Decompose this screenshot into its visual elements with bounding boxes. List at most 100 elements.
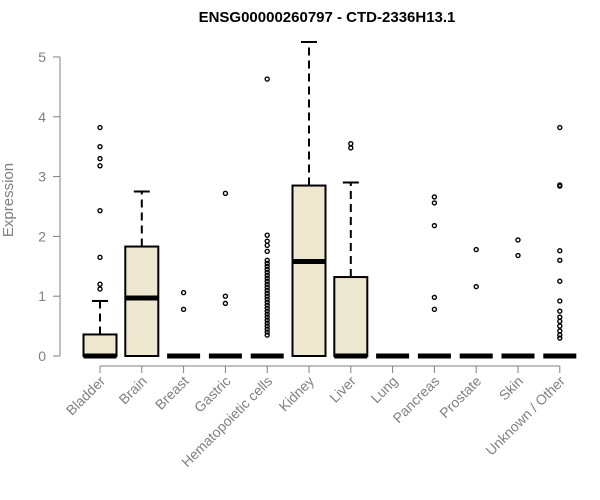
y-tick-label-0: 0 <box>38 348 46 364</box>
outlier-4-15 <box>264 287 270 293</box>
x-tick-label-1: Brain <box>115 373 149 407</box>
box-8 <box>417 194 451 359</box>
outlier-4-22 <box>264 266 270 272</box>
outlier-11-2 <box>557 328 563 334</box>
outlier-11-7 <box>557 298 563 304</box>
outlier-2-1 <box>180 289 187 296</box>
outlier-4-13 <box>264 293 270 299</box>
outlier-11-10 <box>557 248 563 254</box>
outlier-11-6 <box>557 308 563 314</box>
outlier-0-6 <box>97 143 103 150</box>
outlier-4-28 <box>264 238 270 244</box>
box-body-1 <box>124 245 160 357</box>
outlier-0-3 <box>97 207 103 214</box>
outlier-4-3 <box>264 323 270 329</box>
outlier-4-21 <box>264 269 270 275</box>
outlier-4-10 <box>264 302 270 308</box>
x-tick-label-6: Liver <box>326 373 359 406</box>
outlier-0-4 <box>97 163 103 169</box>
outlier-0-5 <box>97 155 103 162</box>
box-3 <box>208 190 242 359</box>
outlier-4-8 <box>264 308 270 314</box>
outlier-3-2 <box>222 190 229 197</box>
outlier-4-7 <box>264 311 270 317</box>
outlier-9-1 <box>473 246 479 253</box>
x-tick-label-2: Breast <box>152 373 192 413</box>
outlier-4-12 <box>264 296 270 302</box>
outlier-2-0 <box>180 306 187 313</box>
outlier-6-0 <box>348 145 354 151</box>
y-tick-label-3: 3 <box>38 169 46 185</box>
outlier-0-1 <box>97 281 103 287</box>
outlier-4-14 <box>264 290 270 296</box>
y-axis: 0 1 2 3 4 5 <box>38 49 61 364</box>
outlier-8-1 <box>431 294 438 301</box>
outlier-11-8 <box>557 278 563 284</box>
box-9 <box>459 246 493 359</box>
outlier-10-1 <box>515 237 521 243</box>
boxes-group <box>82 41 577 359</box>
outlier-4-25 <box>264 257 270 264</box>
outlier-4-9 <box>264 305 270 311</box>
y-tick-label-5: 5 <box>38 49 46 65</box>
y-tick-label-2: 2 <box>38 228 46 244</box>
box-6 <box>333 140 369 359</box>
x-tick-label-11: Unknown / Other <box>482 373 568 459</box>
outlier-11-13 <box>557 124 563 131</box>
outlier-0-7 <box>97 124 103 131</box>
box-body-6 <box>333 276 369 357</box>
outlier-8-3 <box>431 200 438 206</box>
outlier-6-1 <box>348 140 354 147</box>
outlier-3-0 <box>222 300 229 307</box>
outlier-4-0 <box>264 332 270 338</box>
outlier-8-0 <box>431 306 438 313</box>
x-tick-label-10: Skin <box>496 373 527 404</box>
y-axis-label: Expression <box>0 163 17 237</box>
outlier-4-16 <box>264 284 270 290</box>
outlier-4-4 <box>264 320 270 326</box>
box-2 <box>167 289 201 359</box>
outlier-4-19 <box>264 275 270 281</box>
outlier-4-2 <box>264 326 270 332</box>
outlier-0-2 <box>97 254 103 261</box>
outlier-4-17 <box>264 281 270 287</box>
box-body-0 <box>82 333 118 357</box>
y-tick-label-4: 4 <box>38 109 46 125</box>
outlier-4-30 <box>264 76 270 82</box>
outlier-8-2 <box>431 222 438 229</box>
outlier-3-1 <box>222 293 229 299</box>
outlier-8-4 <box>431 194 438 200</box>
x-tick-label-0: Bladder <box>63 373 109 419</box>
outlier-11-4 <box>557 318 563 325</box>
outlier-4-29 <box>264 232 270 238</box>
y-tick-label-1: 1 <box>38 288 46 304</box>
box-body-5 <box>291 184 327 357</box>
outlier-4-11 <box>264 299 270 305</box>
box-0 <box>82 124 118 359</box>
box-4 <box>250 76 284 359</box>
outlier-4-5 <box>264 317 270 323</box>
outlier-11-12 <box>557 182 563 188</box>
outlier-4-23 <box>264 263 270 269</box>
box-1 <box>124 190 160 357</box>
outlier-11-1 <box>557 332 563 338</box>
outlier-4-6 <box>264 314 270 320</box>
outlier-4-18 <box>264 278 270 284</box>
x-tick-label-7: Lung <box>367 373 400 406</box>
outlier-4-27 <box>264 242 270 249</box>
outlier-9-0 <box>473 283 479 290</box>
box-5 <box>291 41 327 357</box>
x-tick-label-5: Kidney <box>276 373 318 415</box>
outlier-11-9 <box>557 257 563 264</box>
outlier-4-26 <box>264 248 270 255</box>
outlier-4-1 <box>264 329 270 335</box>
chart-title: ENSG00000260797 - CTD-2336H13.1 <box>199 9 456 26</box>
outlier-4-24 <box>264 260 270 266</box>
box-11 <box>543 124 577 359</box>
outlier-0-0 <box>97 286 103 292</box>
outlier-11-3 <box>557 323 563 329</box>
outlier-11-5 <box>557 314 563 320</box>
